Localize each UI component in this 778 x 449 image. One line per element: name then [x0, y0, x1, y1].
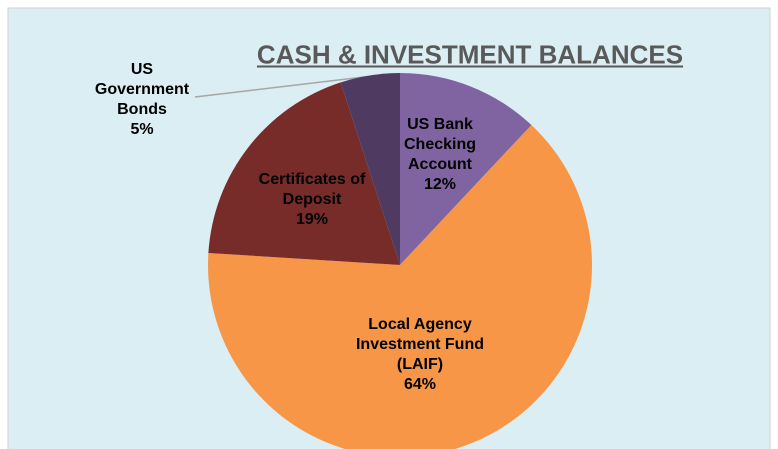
category-label: US Government Bonds	[94, 61, 190, 118]
slice-label: US Bank Checking Account 12%	[390, 115, 490, 195]
slice-label: Certificates of Deposit 19%	[252, 170, 372, 230]
category-label: Local Agency Investment Fund (LAIF)	[355, 316, 484, 373]
chart-title: CASH & INVESTMENT BALANCES	[256, 39, 684, 70]
value-label: 19%	[295, 211, 329, 228]
value-label: 64%	[403, 376, 437, 393]
category-label: Certificates of Deposit	[258, 171, 366, 208]
pie-slice	[208, 125, 592, 449]
slice-label: US Government Bonds 5%	[92, 60, 192, 140]
pie-slice	[400, 73, 532, 265]
slice-label: Local Agency Investment Fund (LAIF) 64%	[355, 315, 485, 395]
pie-slice	[340, 73, 400, 265]
category-label: US Bank Checking Account	[403, 116, 476, 173]
value-label: 12%	[423, 176, 457, 193]
value-label: 5%	[130, 121, 154, 138]
leader-line	[194, 75, 373, 98]
pie-slice	[208, 82, 400, 265]
